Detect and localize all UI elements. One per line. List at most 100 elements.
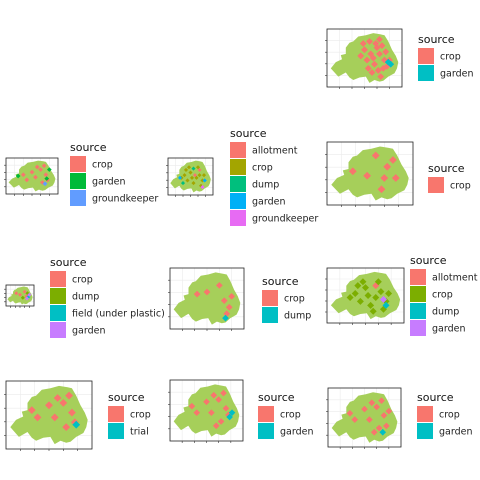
data-point [191,166,196,171]
legend-label: dump [252,180,279,191]
data-point [202,178,207,183]
legend-label: crop [450,181,471,192]
legend: source crop garden [417,391,473,439]
data-point [18,292,22,297]
data-point [369,54,377,62]
data-point [29,169,35,175]
plot-panel [4,157,59,196]
data-point [72,420,81,429]
legend: source crop garden [258,391,314,439]
data-point [228,409,236,416]
data-point [377,185,386,194]
data-point [363,56,371,64]
legend: source crop garden groundkeeper [70,141,158,206]
data-point [382,48,390,56]
data-point [200,185,205,190]
legend-label: crop [432,290,453,301]
legend-label: crop [284,294,305,305]
data-point [228,292,236,300]
legend-key [417,406,433,422]
legend-key [230,176,246,192]
data-point [356,297,364,305]
data-point [20,295,25,300]
plot-panel [325,267,405,325]
data-point [351,416,359,423]
legend-key [108,406,124,422]
data-point [226,413,233,421]
data-point [383,162,392,171]
legend-key [230,159,246,175]
plot-panel [325,28,403,89]
plot-panel [168,379,244,443]
legend: source crop garden [418,33,474,81]
data-point [27,292,32,297]
data-point [380,174,389,182]
data-point [346,293,354,301]
data-point [368,399,376,407]
legend-label: crop [92,160,113,171]
legend: source crop dump [262,275,311,323]
legend-label: dump [432,307,459,318]
legend-key [50,271,66,287]
legend-label: garden [432,324,466,335]
data-point [379,295,387,303]
data-point [15,173,21,179]
plot-panel [168,267,245,331]
data-point [225,303,233,311]
data-point [222,314,229,322]
data-point [371,151,380,160]
data-point [193,409,201,416]
data-point [376,50,383,58]
data-point [59,398,68,407]
plot-panel [166,157,214,197]
data-point [376,35,383,43]
legend-title: source [258,391,295,404]
data-point [366,416,373,423]
data-point [198,183,204,188]
data-point [180,181,186,186]
data-point [372,293,380,301]
legend-key [418,48,434,64]
data-point [368,69,376,76]
data-point [361,46,368,54]
legend-title: source [410,254,447,267]
legend: source allotment crop dump garden [410,254,478,336]
legend-key [258,406,274,422]
plot-panel [325,141,414,207]
data-point [25,296,29,301]
data-point [53,394,62,402]
legend-label: crop [72,275,93,286]
data-point [193,290,201,298]
data-point [373,403,380,411]
data-point [385,290,393,298]
legend-title: source [230,127,267,140]
data-point [185,178,190,183]
legend: source allotment crop dump garden groundkeepe… [230,127,318,226]
legend: source crop dump field (under plastic) garde… [50,256,165,338]
data-point [186,165,192,170]
legend-title: source [418,33,455,46]
legend-key [230,210,246,226]
data-point [222,405,230,412]
data-point [33,174,38,180]
data-point [33,413,42,422]
legend-label: crop [130,410,151,421]
data-point [348,167,357,176]
legend-label: allotment [432,273,478,284]
data-point [197,167,202,172]
land-polygon [173,272,241,325]
legend-label: crop [252,163,273,174]
data-point [188,170,193,175]
plot-panel [4,284,35,308]
data-point [383,422,390,430]
legend-key [262,307,278,323]
data-point [215,282,223,289]
data-point [188,402,196,410]
legend-key [258,423,274,439]
data-point [382,301,390,309]
legend-label: dump [284,311,311,322]
data-point [41,163,47,169]
legend-label: garden [252,197,286,208]
data-point [183,167,189,172]
legend-label: groundkeeper [252,214,318,225]
